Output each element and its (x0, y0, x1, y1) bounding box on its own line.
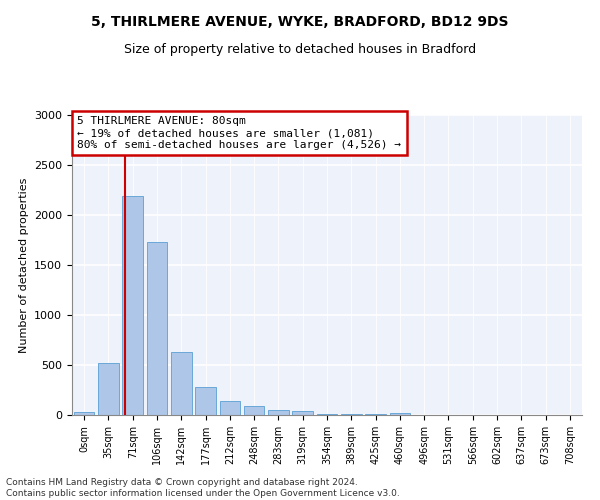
Text: 5 THIRLMERE AVENUE: 80sqm
← 19% of detached houses are smaller (1,081)
80% of se: 5 THIRLMERE AVENUE: 80sqm ← 19% of detac… (77, 116, 401, 150)
Text: Size of property relative to detached houses in Bradford: Size of property relative to detached ho… (124, 42, 476, 56)
Bar (317, 414, 337, 415)
Text: Contains HM Land Registry data © Crown copyright and database right 2024.
Contai: Contains HM Land Registry data © Crown c… (6, 478, 400, 498)
Bar (195, 387, 216, 415)
Bar (74, 412, 94, 415)
Bar (171, 352, 191, 415)
Bar (98, 363, 119, 415)
Y-axis label: Number of detached properties: Number of detached properties (19, 178, 29, 352)
Bar (365, 414, 386, 415)
Bar (268, 410, 289, 415)
Bar (292, 411, 313, 415)
Bar (438, 414, 459, 415)
Bar (389, 412, 410, 415)
Bar (146, 242, 167, 415)
Text: 5, THIRLMERE AVENUE, WYKE, BRADFORD, BD12 9DS: 5, THIRLMERE AVENUE, WYKE, BRADFORD, BD1… (91, 15, 509, 29)
Bar (122, 196, 143, 415)
Bar (220, 400, 240, 415)
Bar (341, 414, 362, 415)
Bar (414, 414, 434, 415)
Bar (244, 406, 265, 415)
